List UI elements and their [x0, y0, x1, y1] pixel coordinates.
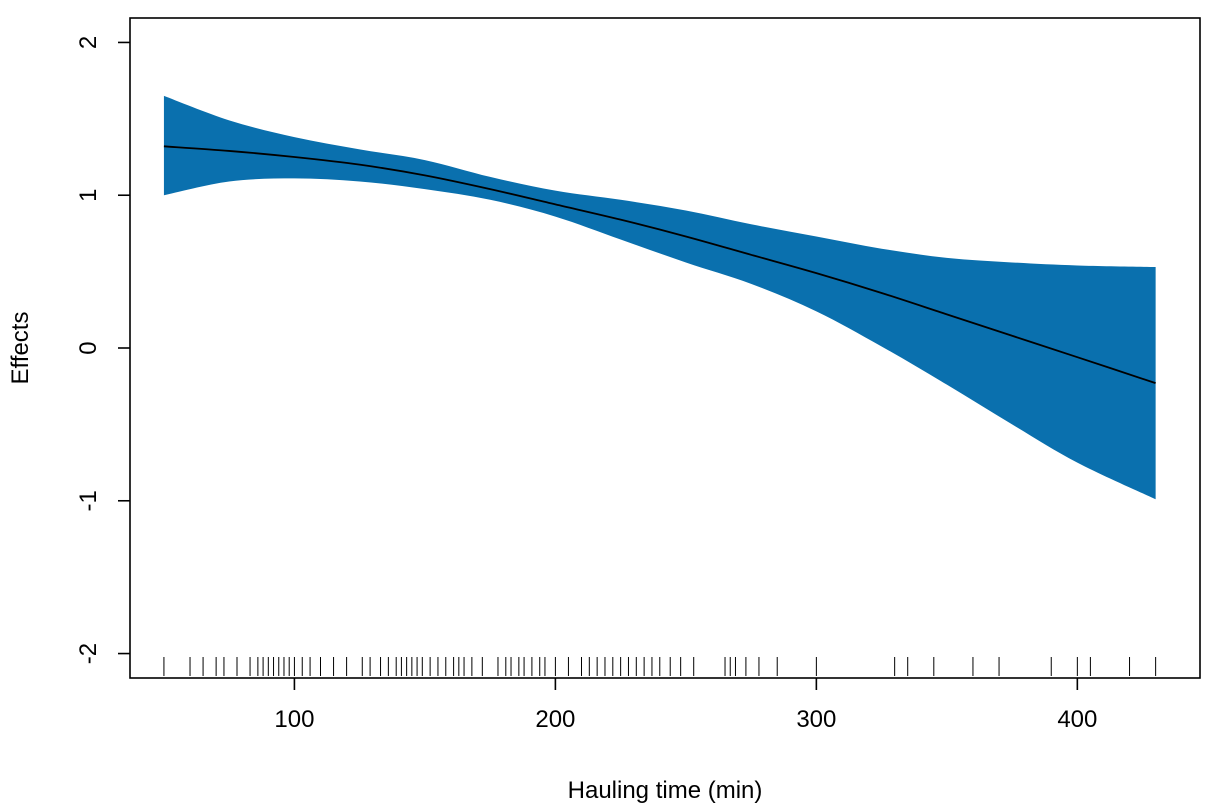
fitted-line [163, 145, 1156, 384]
x-tick-label: 400 [1057, 706, 1097, 733]
y-tick-label: 2 [75, 36, 102, 49]
y-axis: -2 -1 0 1 2 [75, 36, 130, 664]
y-tick-label: -2 [75, 643, 102, 664]
x-tick-label: 100 [274, 706, 314, 733]
y-axis-title: Effects [7, 312, 34, 385]
y-tick-label: 0 [75, 341, 102, 354]
confidence-band [163, 95, 1156, 500]
x-tick-label: 300 [796, 706, 836, 733]
rug-marks [163, 657, 1157, 676]
y-tick-label: 1 [75, 189, 102, 202]
x-axis-title: Hauling time (min) [568, 777, 763, 804]
x-tick-label: 200 [535, 706, 575, 733]
x-axis: 100 200 300 400 [274, 678, 1097, 733]
y-tick-label: -1 [75, 490, 102, 511]
